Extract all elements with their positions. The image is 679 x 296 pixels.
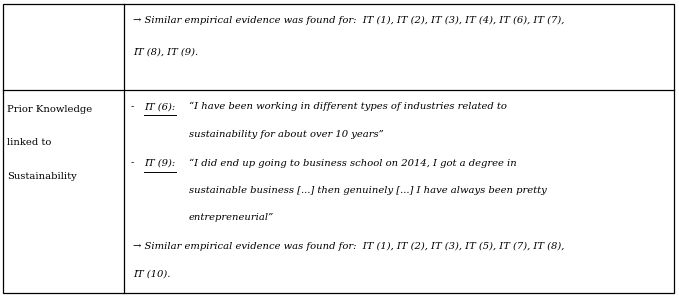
Text: → Similar empirical evidence was found for:  IT (1), IT (2), IT (3), IT (5), IT : → Similar empirical evidence was found f… (133, 242, 564, 251)
Text: IT (9):: IT (9): (144, 158, 175, 167)
Text: IT (10).: IT (10). (133, 270, 170, 279)
Text: entrepreneurial”: entrepreneurial” (189, 213, 274, 222)
Text: IT (6):: IT (6): (144, 102, 175, 111)
Text: → Similar empirical evidence was found for:  IT (1), IT (2), IT (3), IT (4), IT : → Similar empirical evidence was found f… (133, 16, 564, 25)
Text: -: - (130, 158, 134, 167)
Text: -: - (130, 102, 134, 111)
Text: sustainability for about over 10 years”: sustainability for about over 10 years” (189, 130, 384, 139)
Text: linked to: linked to (7, 138, 51, 147)
Text: Sustainability: Sustainability (7, 172, 77, 181)
Text: “I have been working in different types of industries related to: “I have been working in different types … (189, 102, 507, 112)
Text: sustainable business [...] then genuinely [...] I have always been pretty: sustainable business [...] then genuinel… (189, 186, 547, 194)
Text: Prior Knowledge: Prior Knowledge (7, 105, 92, 114)
Text: “I did end up going to business school on 2014, I got a degree in: “I did end up going to business school o… (189, 158, 517, 168)
Text: IT (8), IT (9).: IT (8), IT (9). (133, 47, 198, 56)
